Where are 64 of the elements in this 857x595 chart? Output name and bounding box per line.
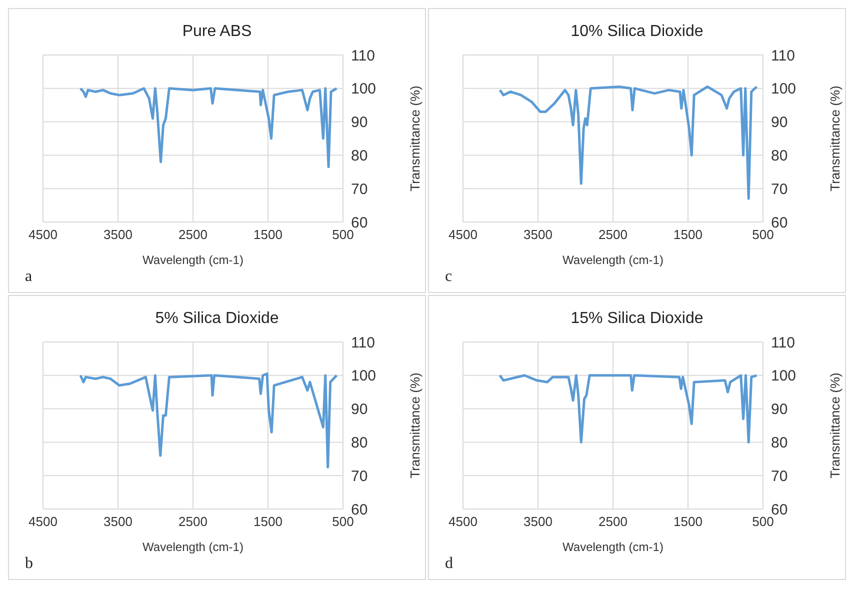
- y-axis-title: Transmittance (%): [828, 372, 843, 478]
- x-tick-label: 4500: [28, 227, 58, 242]
- y-tick-label: 90: [351, 401, 368, 418]
- x-tick-label: 3500: [104, 514, 132, 530]
- x-tick-label: 1500: [254, 227, 282, 242]
- x-tick-label: 1500: [254, 514, 282, 530]
- x-tick-label: 4500: [28, 514, 58, 530]
- x-tick-label: 500: [332, 514, 354, 530]
- text: a: [25, 268, 32, 286]
- chart-title: Pure ABS: [181, 23, 253, 42]
- y-tick-label: 100: [351, 368, 376, 385]
- x-tick-label: 1500: [674, 514, 702, 530]
- y-tick-label: 110: [771, 47, 795, 64]
- y-tick-label: 60: [771, 501, 788, 518]
- x-tick-label: 4500: [448, 227, 478, 242]
- x-tick-label: 3500: [524, 227, 552, 242]
- chart-title: 10% Silica Dioxide: [570, 23, 704, 42]
- y-tick-label: 70: [351, 180, 368, 198]
- y-tick-label: 110: [351, 47, 375, 64]
- y-tick-label: 100: [351, 80, 376, 98]
- y-tick-label: 70: [771, 468, 788, 485]
- x-tick-label: 2500: [178, 514, 208, 530]
- y-tick-label: 100: [771, 368, 796, 385]
- line-series: [79, 87, 338, 168]
- x-tick-label: 2500: [598, 227, 628, 242]
- y-tick-label: 110: [351, 334, 375, 352]
- chart-title: 15% Silica Dioxide: [570, 310, 704, 329]
- text: d: [445, 555, 453, 573]
- line-series: [498, 374, 758, 444]
- x-tick-label: 500: [752, 514, 774, 530]
- line-series: [79, 372, 338, 468]
- x-axis-title: Wavelength (cm-1): [562, 253, 664, 267]
- x-tick-label: 3500: [104, 227, 132, 242]
- y-tick-label: 90: [771, 401, 788, 418]
- x-tick-label: 4500: [448, 514, 478, 530]
- y-tick-label: 110: [771, 334, 795, 352]
- y-tick-label: 100: [771, 80, 796, 98]
- y-tick-label: 80: [351, 434, 368, 452]
- y-tick-label: 70: [351, 468, 368, 485]
- line-series: [498, 85, 758, 200]
- y-tick-label: 80: [351, 148, 368, 165]
- chart-title: 5% Silica Dioxide: [154, 310, 280, 329]
- x-axis-title: Wavelength (cm-1): [142, 253, 244, 267]
- x-tick-label: 500: [332, 227, 354, 242]
- x-tick-label: 3500: [524, 514, 552, 530]
- x-tick-label: 2500: [598, 514, 628, 530]
- y-tick-label: 70: [771, 180, 788, 198]
- y-tick-label: 60: [351, 214, 368, 232]
- y-tick-label: 90: [771, 114, 788, 132]
- y-tick-label: 90: [351, 114, 368, 132]
- text: c: [445, 268, 452, 286]
- x-tick-label: 1500: [674, 227, 702, 242]
- y-tick-label: 60: [351, 501, 368, 518]
- x-axis-title: Wavelength (cm-1): [562, 540, 664, 554]
- y-tick-label: 80: [771, 434, 788, 452]
- x-tick-label: 2500: [178, 227, 208, 242]
- y-axis-title: Transmittance (%): [828, 86, 843, 192]
- y-axis-title: Transmittance (%): [408, 372, 423, 478]
- y-axis-title: Transmittance (%): [408, 86, 423, 192]
- x-tick-label: 500: [752, 227, 774, 242]
- text: b: [25, 555, 33, 573]
- y-tick-label: 60: [771, 214, 788, 232]
- x-axis-title: Wavelength (cm-1): [142, 540, 244, 554]
- y-tick-label: 80: [771, 148, 788, 165]
